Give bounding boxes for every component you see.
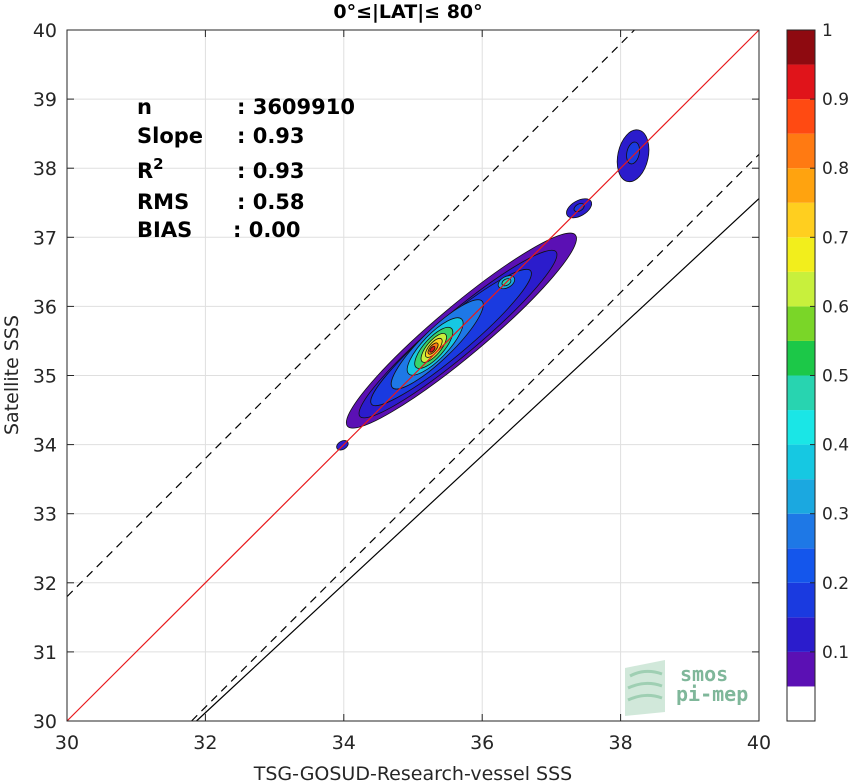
colorbar-band [787, 375, 815, 411]
y-tick-label: 32 [33, 573, 57, 595]
y-tick-label: 35 [33, 366, 57, 388]
y-tick-label: 39 [33, 89, 57, 111]
y-tick-label: 31 [33, 642, 57, 664]
colorbar-band [787, 133, 815, 169]
y-axis-ticks: 30 31 32 33 34 35 36 37 38 39 40 [33, 20, 759, 733]
logo-line-2: pi-mep [676, 682, 748, 706]
colorbar-band [787, 686, 815, 721]
colorbar-tick-label: 0.2 [822, 574, 849, 594]
colorbar-tick-label: 1 [822, 21, 833, 41]
colorbar-band [787, 271, 815, 307]
colorbar-tick-label: 0.7 [822, 228, 849, 248]
colorbar-tick-label: 0.1 [822, 643, 849, 663]
colorbar-band [787, 410, 815, 445]
lower-dashed-line [191, 153, 760, 722]
y-tick-label: 33 [33, 504, 57, 526]
colorbar-band [787, 64, 815, 100]
logo-line-1: smos [680, 662, 728, 686]
chart-title: 0°≤|LAT|≤ 80° [333, 1, 482, 23]
colorbar-tick-label: 0.4 [822, 436, 849, 456]
logo-mark-icon [625, 660, 665, 716]
stat-value: : 3609910 [237, 95, 355, 119]
stat-value: : 0.93 [237, 159, 305, 183]
colorbar-band [787, 582, 815, 618]
colorbar-band [787, 202, 815, 238]
stat-label: n [137, 95, 152, 119]
x-tick-label: 32 [193, 732, 217, 754]
smos-pi-mep-logo: smos pi-mep [625, 660, 748, 716]
identity-line [66, 29, 760, 722]
stat-value: : 0.58 [237, 190, 305, 214]
density-contour-level [429, 345, 436, 353]
regression-line [196, 198, 760, 722]
colorbar-tick-label: 0.6 [822, 297, 849, 317]
y-tick-label: 37 [33, 227, 57, 249]
y-tick-label: 40 [33, 20, 57, 42]
colorbar-band [787, 548, 815, 583]
colorbar-tick-label: 0.9 [822, 90, 849, 110]
y-tick-label: 30 [33, 711, 57, 733]
upper-dashed-line [66, 29, 635, 598]
colorbar-band [787, 444, 815, 480]
colorbar-band [787, 306, 815, 341]
colorbar-band [787, 617, 815, 652]
colorbar-band [787, 479, 815, 514]
colorbar-band [787, 30, 815, 65]
colorbar: 0.1 0.2 0.3 0.4 0.5 0.6 0.7 0.8 0.9 1 [786, 21, 849, 722]
x-axis-title: TSG-GOSUD-Research-vessel SSS [253, 763, 573, 784]
colorbar-band [787, 168, 815, 203]
stat-value: : 0.00 [233, 218, 301, 242]
stat-label: BIAS [137, 218, 192, 242]
y-tick-label: 38 [33, 158, 57, 180]
colorbar-tick-label: 0.8 [822, 159, 849, 179]
reference-lines [66, 29, 760, 722]
colorbar-band [787, 237, 815, 272]
stat-value: : 0.93 [237, 124, 305, 148]
colorbar-tick-label: 0.5 [822, 367, 849, 387]
x-tick-label: 40 [747, 732, 771, 754]
grid-lines [66, 29, 760, 722]
x-tick-label: 30 [55, 732, 79, 754]
y-axis-title: Satellite SSS [1, 315, 23, 435]
x-tick-label: 34 [332, 732, 356, 754]
x-axis-ticks: 30 32 34 36 38 40 [55, 30, 771, 754]
colorbar-band [787, 651, 815, 687]
y-tick-label: 36 [33, 296, 57, 318]
stat-label: Slope [137, 124, 203, 148]
colorbar-band [787, 99, 815, 134]
x-tick-label: 38 [609, 732, 633, 754]
x-tick-label: 36 [470, 732, 494, 754]
stat-label: RMS [137, 190, 189, 214]
y-tick-label: 34 [33, 435, 57, 457]
colorbar-band [787, 513, 815, 549]
colorbar-tick-label: 0.3 [822, 505, 849, 525]
colorbar-band [787, 340, 815, 376]
